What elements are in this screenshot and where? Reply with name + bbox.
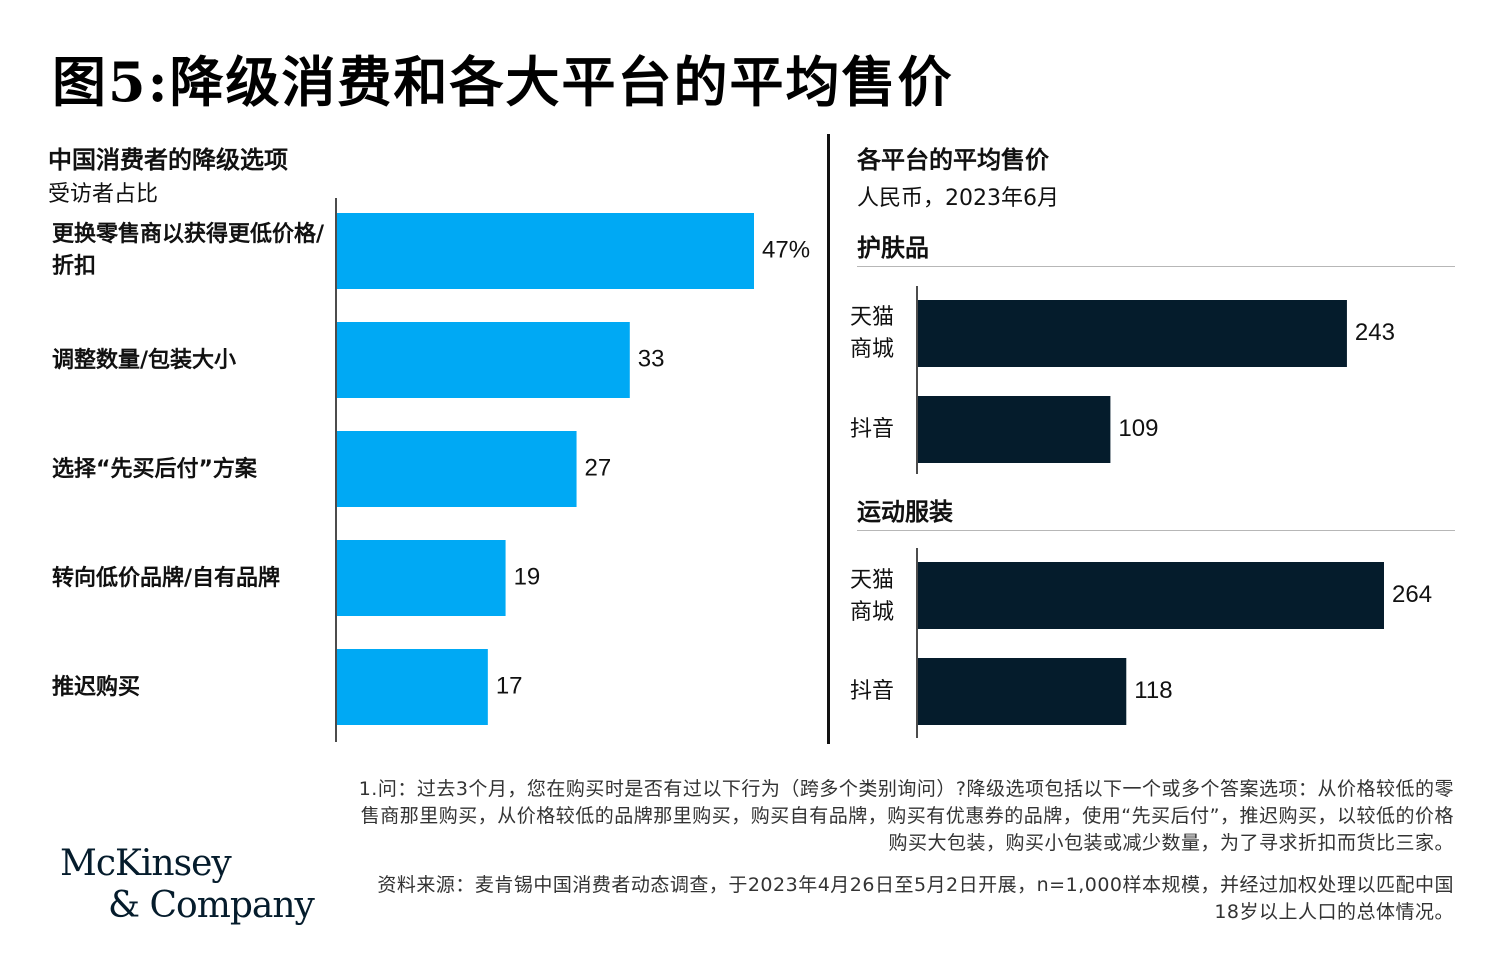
left-chart-title: 中国消费者的降级选项 <box>48 146 288 174</box>
right-chart-subtitle: 人民币，2023年6月 <box>857 186 1059 211</box>
downgrade-bar-5 <box>337 649 488 725</box>
downgrade-bar-4 <box>337 540 506 616</box>
downgrade-bar-3 <box>337 431 577 507</box>
downgrade-value-2: 33 <box>638 345 665 372</box>
logo-line-2: & Company <box>108 885 315 926</box>
downgrade-value-3: 27 <box>585 454 612 481</box>
downgrade-value-4: 19 <box>514 563 541 590</box>
platform-label-sportswear-douyin: 抖音 <box>850 679 895 704</box>
category-label-5: 推迟购买 <box>52 675 141 700</box>
platform-label-sportswear-tmall: 天猫商城 <box>850 568 895 625</box>
price-bar-sportswear-douyin <box>918 658 1127 725</box>
source-note: 资料来源：麦肯锡中国消费者动态调查，于2023年4月26日至5月2日开展，n=1… <box>377 874 1454 923</box>
category-label-4: 转向低价品牌/自有品牌 <box>52 566 281 591</box>
price-value-skincare-tmall: 243 <box>1355 319 1395 346</box>
group-title-sportswear: 运动服装 <box>857 498 953 526</box>
footnote: 1.问：过去3个月，您在购买时是否有过以下行为（跨多个类别询问）?降级选项包括以… <box>358 778 1454 854</box>
price-value-sportswear-douyin: 118 <box>1134 677 1172 704</box>
price-value-sportswear-tmall: 264 <box>1392 581 1432 608</box>
group-rule-skincare <box>857 266 1455 267</box>
group-rule-sportswear <box>857 530 1455 531</box>
group-title-skincare: 护肤品 <box>857 234 929 262</box>
platform-label-skincare-douyin: 抖音 <box>850 417 895 442</box>
price-value-skincare-douyin: 109 <box>1118 415 1158 442</box>
left-chart-subtitle: 受访者占比 <box>48 182 159 207</box>
page-title: 图5:降级消费和各大平台的平均售价 <box>52 50 954 114</box>
price-bar-sportswear-tmall <box>918 562 1384 629</box>
downgrade-bar-1 <box>337 213 754 289</box>
logo-line-1: McKinsey <box>60 843 232 884</box>
downgrade-value-5: 17 <box>496 672 523 699</box>
downgrade-value-1: 47% <box>762 236 810 263</box>
price-bar-skincare-tmall <box>918 300 1347 367</box>
category-label-2: 调整数量/包装大小 <box>52 348 237 373</box>
panel-divider <box>827 134 830 744</box>
category-label-3: 选择“先买后付”方案 <box>52 457 257 482</box>
platform-label-skincare-tmall: 天猫商城 <box>850 305 895 362</box>
right-chart-title: 各平台的平均售价 <box>857 146 1049 174</box>
mckinsey-logo: McKinsey & Company <box>60 843 315 927</box>
category-label-1: 更换零售商以获得更低价格/折扣 <box>52 222 325 279</box>
price-bar-skincare-douyin <box>918 396 1111 463</box>
downgrade-bar-2 <box>337 322 630 398</box>
